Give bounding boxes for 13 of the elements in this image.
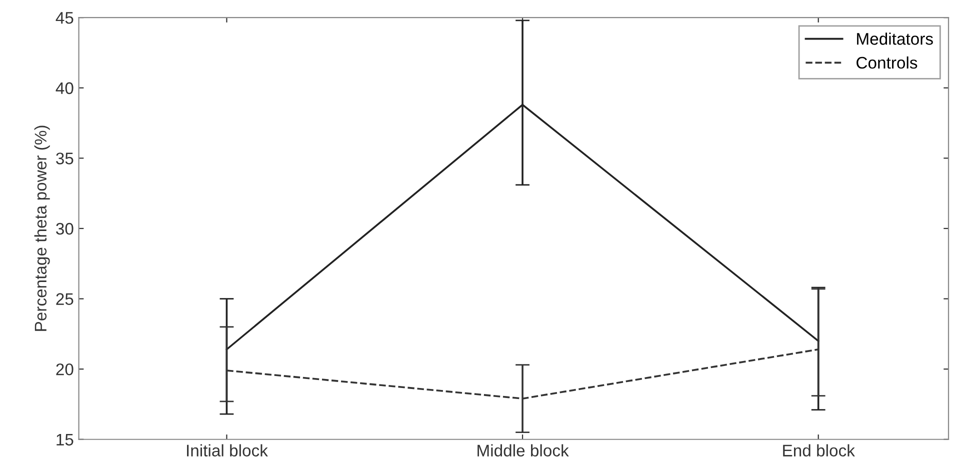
x-tick-label: Middle block [478, 444, 569, 456]
y-tick-label: 30 [56, 222, 74, 235]
y-tick-label: 25 [56, 293, 74, 305]
y-axis-title: Percentage theta power (%) [34, 126, 50, 331]
y-tick-label: 45 [56, 12, 74, 24]
y-tick-label: 40 [56, 82, 74, 94]
y-tick-label: 15 [56, 434, 74, 446]
legend-label: Controls [856, 56, 918, 69]
x-tick-label: End block [783, 444, 855, 456]
y-tick-label: 20 [56, 363, 74, 376]
legend-label: Meditators [857, 32, 933, 45]
y-tick-label: 35 [56, 152, 74, 164]
x-tick-label: Initial block [187, 444, 268, 456]
